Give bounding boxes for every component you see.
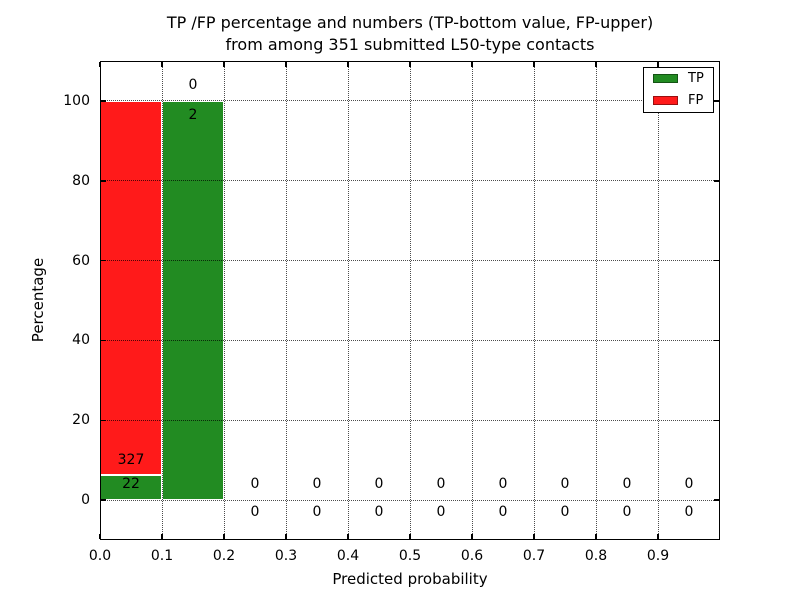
y-tick-label: 100 xyxy=(63,92,90,109)
y-tick-left xyxy=(101,259,106,262)
y-tick-label: 20 xyxy=(72,412,90,429)
y-tick-left xyxy=(101,180,106,182)
bar-count-label: 0 xyxy=(560,504,570,521)
bar-count-label: 0 xyxy=(622,476,632,493)
y-tick-right xyxy=(714,259,719,262)
x-tick-bottom xyxy=(595,534,597,539)
x-tick-label: 0.6 xyxy=(460,548,484,564)
bar-segment-tp xyxy=(162,100,224,501)
legend-item-fp: FP xyxy=(644,90,713,112)
v-gridline xyxy=(347,61,349,540)
bar-count-label: 0 xyxy=(374,504,384,521)
bar-count-label: 0 xyxy=(250,504,260,521)
chart-title-line1: TP /FP percentage and numbers (TP-bottom… xyxy=(166,13,654,32)
bar-count-label: 0 xyxy=(188,76,198,93)
y-tick-right xyxy=(714,499,719,501)
bar-count-label: 2 xyxy=(188,106,198,123)
y-axis-label: Percentage xyxy=(29,257,47,343)
x-tick-top xyxy=(347,62,349,67)
y-tick-left xyxy=(101,419,106,421)
x-tick-bottom xyxy=(285,534,287,539)
y-tick-left xyxy=(101,100,106,102)
x-tick-top xyxy=(223,62,225,67)
bar-count-label: 22 xyxy=(122,476,140,493)
x-axis-label: Predicted probability xyxy=(332,570,488,588)
x-tick-top xyxy=(99,62,101,67)
y-tick-label: 60 xyxy=(72,252,90,269)
bar-count-label: 0 xyxy=(498,504,508,521)
y-tick-right xyxy=(714,100,719,102)
x-tick-top xyxy=(595,62,597,67)
x-tick-bottom xyxy=(347,534,349,539)
y-tick-label: 40 xyxy=(72,332,90,349)
bar-count-label: 0 xyxy=(374,476,384,493)
x-tick-bottom xyxy=(533,534,535,539)
x-tick-label: 0.7 xyxy=(522,548,546,564)
bar-count-label: 0 xyxy=(436,476,446,493)
legend-swatch-tp xyxy=(653,74,678,84)
v-gridline xyxy=(657,61,659,540)
v-gridline xyxy=(285,61,287,540)
bar-count-label: 0 xyxy=(560,476,570,493)
x-tick-top xyxy=(161,62,163,67)
x-tick-top xyxy=(471,62,473,67)
bar-count-label: 0 xyxy=(436,504,446,521)
x-tick-bottom xyxy=(223,534,225,539)
legend-swatch-fp xyxy=(653,95,678,105)
bar-segment-tp xyxy=(100,474,162,501)
v-gridline xyxy=(161,61,163,540)
bar-count-label: 327 xyxy=(117,452,145,469)
x-tick-top xyxy=(533,62,535,67)
legend: TP FP xyxy=(643,67,714,113)
bar-count-label: 0 xyxy=(498,476,508,493)
v-gridline xyxy=(595,61,597,540)
y-tick-left xyxy=(101,499,106,501)
v-gridline xyxy=(409,61,411,540)
y-tick-label: 80 xyxy=(72,172,90,189)
x-tick-top xyxy=(657,62,659,67)
x-tick-bottom xyxy=(99,534,101,539)
x-tick-label: 0.9 xyxy=(646,548,670,564)
legend-label-tp: TP xyxy=(688,71,704,87)
bar-count-label: 0 xyxy=(622,504,632,521)
x-tick-label: 0.5 xyxy=(398,548,422,564)
bar-count-label: 0 xyxy=(684,476,694,493)
chart-title: TP /FP percentage and numbers (TP-bottom… xyxy=(100,12,720,56)
x-tick-label: 0.4 xyxy=(336,548,360,564)
x-tick-top xyxy=(285,62,287,67)
x-tick-label: 0.2 xyxy=(212,548,236,564)
bar-count-label: 0 xyxy=(250,476,260,493)
v-gridline xyxy=(533,61,535,540)
x-tick-top xyxy=(409,62,411,67)
x-tick-bottom xyxy=(409,534,411,539)
y-tick-label: 0 xyxy=(81,492,90,509)
x-tick-label: 0.0 xyxy=(88,548,112,564)
v-gridline xyxy=(223,61,225,540)
bar-count-label: 0 xyxy=(312,476,322,493)
x-tick-label: 0.3 xyxy=(274,548,298,564)
y-tick-right xyxy=(714,180,719,182)
chart-title-line2: from among 351 submitted L50-type contac… xyxy=(225,35,595,54)
y-tick-right xyxy=(714,339,719,342)
legend-item-tp: TP xyxy=(644,68,713,90)
v-gridline xyxy=(471,61,473,540)
x-tick-bottom xyxy=(161,534,163,539)
bar-count-label: 0 xyxy=(312,504,322,521)
bar-count-label: 0 xyxy=(684,504,694,521)
bar-segment-fp xyxy=(100,100,162,475)
y-tick-right xyxy=(714,419,719,421)
legend-label-fp: FP xyxy=(688,92,704,108)
y-tick-left xyxy=(101,339,106,342)
x-tick-bottom xyxy=(657,534,659,539)
x-tick-label: 0.1 xyxy=(150,548,174,564)
x-tick-bottom xyxy=(471,534,473,539)
x-tick-label: 0.8 xyxy=(584,548,608,564)
